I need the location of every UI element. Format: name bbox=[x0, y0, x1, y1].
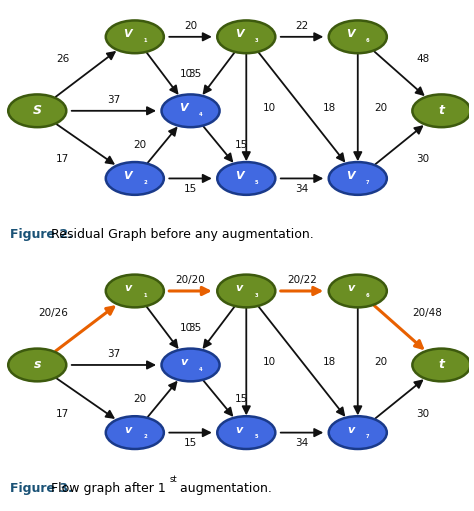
Ellipse shape bbox=[217, 274, 275, 307]
Text: v: v bbox=[180, 357, 187, 367]
Text: 15: 15 bbox=[184, 438, 197, 448]
Ellipse shape bbox=[329, 274, 387, 307]
Text: 15: 15 bbox=[235, 394, 248, 404]
Text: 18: 18 bbox=[323, 357, 337, 367]
Ellipse shape bbox=[329, 416, 387, 449]
Text: ₃: ₃ bbox=[255, 35, 258, 44]
Text: 30: 30 bbox=[416, 154, 429, 165]
Text: ₇: ₇ bbox=[366, 177, 370, 186]
Text: 37: 37 bbox=[107, 350, 120, 359]
Text: v: v bbox=[236, 284, 243, 293]
Text: 22: 22 bbox=[295, 21, 309, 31]
Ellipse shape bbox=[106, 162, 164, 195]
Text: ₁: ₁ bbox=[143, 290, 147, 298]
Text: V: V bbox=[346, 29, 355, 39]
Text: Figure 2.: Figure 2. bbox=[10, 227, 73, 241]
Text: 30: 30 bbox=[416, 409, 429, 419]
Text: V: V bbox=[179, 103, 188, 113]
Text: 20: 20 bbox=[133, 140, 146, 150]
Text: ₂: ₂ bbox=[143, 177, 147, 186]
Ellipse shape bbox=[106, 20, 164, 53]
Text: 34: 34 bbox=[295, 438, 309, 448]
Text: v: v bbox=[124, 284, 131, 293]
Text: 10: 10 bbox=[179, 323, 192, 333]
Text: ₅: ₅ bbox=[255, 431, 258, 440]
Ellipse shape bbox=[329, 162, 387, 195]
Ellipse shape bbox=[106, 416, 164, 449]
Text: ₂: ₂ bbox=[143, 431, 147, 440]
Text: 17: 17 bbox=[56, 409, 69, 419]
Text: 20: 20 bbox=[184, 21, 197, 31]
Text: 20/22: 20/22 bbox=[287, 275, 317, 286]
Text: 20/26: 20/26 bbox=[38, 308, 68, 318]
Text: ₁: ₁ bbox=[143, 35, 147, 44]
Ellipse shape bbox=[412, 349, 470, 381]
Text: 15: 15 bbox=[184, 184, 197, 194]
Text: ₇: ₇ bbox=[366, 431, 370, 440]
Text: Residual Graph before any augmentation.: Residual Graph before any augmentation. bbox=[46, 227, 313, 241]
Text: V: V bbox=[235, 171, 244, 181]
Text: S: S bbox=[33, 104, 42, 118]
Text: augmentation.: augmentation. bbox=[176, 482, 272, 495]
Text: 35: 35 bbox=[189, 69, 202, 79]
Ellipse shape bbox=[329, 20, 387, 53]
Text: V: V bbox=[124, 171, 132, 181]
Text: 10: 10 bbox=[263, 357, 276, 367]
Ellipse shape bbox=[412, 95, 470, 127]
Ellipse shape bbox=[106, 274, 164, 307]
Text: v: v bbox=[347, 284, 355, 293]
Text: 48: 48 bbox=[416, 54, 429, 64]
Text: Flow graph after 1: Flow graph after 1 bbox=[46, 482, 165, 495]
Text: 20/48: 20/48 bbox=[412, 308, 442, 318]
Text: 26: 26 bbox=[56, 54, 69, 64]
Text: 15: 15 bbox=[235, 140, 248, 150]
Ellipse shape bbox=[217, 162, 275, 195]
Text: st: st bbox=[170, 475, 177, 484]
Ellipse shape bbox=[8, 95, 66, 127]
Text: 34: 34 bbox=[295, 184, 309, 194]
Text: ₆: ₆ bbox=[366, 35, 370, 44]
Ellipse shape bbox=[162, 349, 219, 381]
Text: V: V bbox=[346, 171, 355, 181]
Text: s: s bbox=[34, 359, 41, 371]
Text: 10: 10 bbox=[263, 103, 276, 112]
Ellipse shape bbox=[162, 95, 219, 127]
Ellipse shape bbox=[217, 416, 275, 449]
Ellipse shape bbox=[217, 20, 275, 53]
Text: t: t bbox=[438, 359, 445, 371]
Text: v: v bbox=[124, 425, 131, 435]
Text: V: V bbox=[235, 29, 244, 39]
Text: ₄: ₄ bbox=[199, 364, 203, 373]
Text: 20: 20 bbox=[133, 394, 146, 404]
Text: ₃: ₃ bbox=[255, 290, 258, 298]
Text: 20: 20 bbox=[374, 357, 388, 367]
Text: ₄: ₄ bbox=[199, 109, 203, 119]
Text: 37: 37 bbox=[107, 95, 120, 105]
Text: ₆: ₆ bbox=[366, 290, 370, 298]
Ellipse shape bbox=[8, 349, 66, 381]
Text: 18: 18 bbox=[323, 103, 337, 112]
Text: V: V bbox=[124, 29, 132, 39]
Text: Figure 3.: Figure 3. bbox=[10, 482, 73, 495]
Text: 20/20: 20/20 bbox=[176, 275, 205, 286]
Text: 17: 17 bbox=[56, 154, 69, 165]
Text: 35: 35 bbox=[189, 323, 202, 333]
Text: ₅: ₅ bbox=[255, 177, 258, 186]
Text: t: t bbox=[438, 104, 445, 118]
Text: v: v bbox=[236, 425, 243, 435]
Text: v: v bbox=[347, 425, 355, 435]
Text: 10: 10 bbox=[179, 69, 192, 79]
Text: 20: 20 bbox=[374, 103, 388, 112]
